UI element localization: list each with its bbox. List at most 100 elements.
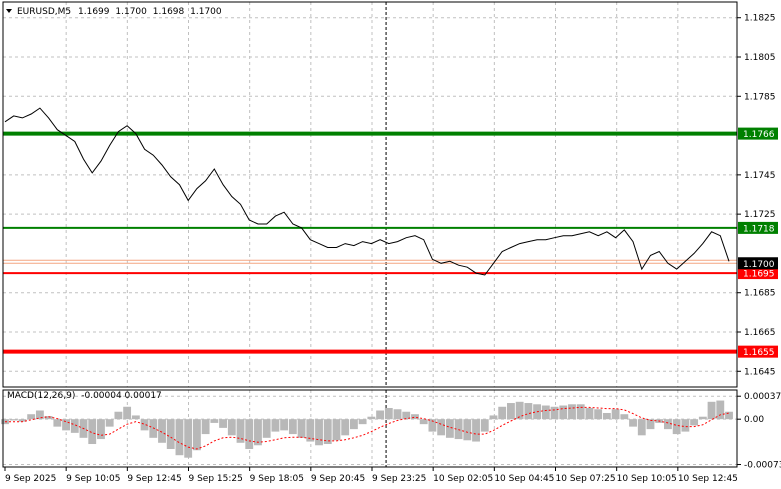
macd-bar bbox=[245, 419, 254, 449]
macd-bar bbox=[62, 419, 70, 431]
macd-bar bbox=[637, 419, 646, 436]
y-tick-label: 1.1665 bbox=[744, 328, 776, 338]
macd-values: -0.00004 0.00017 bbox=[81, 391, 162, 401]
macd-bar bbox=[402, 411, 411, 420]
macd-bar bbox=[454, 419, 463, 440]
macd-bar bbox=[472, 419, 480, 442]
macd-bar bbox=[192, 419, 201, 451]
macd-bar bbox=[690, 419, 699, 426]
macd-y-tick-label: -0.00073 bbox=[744, 461, 781, 471]
price-level-label: 1.1695 bbox=[743, 270, 775, 280]
axes: 9 Sep 2025 9 Sep 10:05 9 Sep 12:45 9 Sep 15… bbox=[4, 14, 781, 484]
x-tick-label: 9 Sep 12:45 bbox=[127, 474, 181, 484]
y-tick-label: 1.1685 bbox=[744, 289, 776, 299]
y-tick-label: 1.1805 bbox=[744, 53, 776, 63]
macd-bar bbox=[201, 419, 210, 435]
svg-text:MACD(12,26,9) -0.00004 0: MACD(12,26,9) -0.00004 0.00017 bbox=[7, 391, 162, 401]
macd-bar bbox=[559, 405, 568, 420]
price-level-label: 1.1766 bbox=[743, 130, 775, 140]
macd-bar bbox=[18, 419, 27, 422]
x-tick-label: 10 Sep 10:05 bbox=[617, 474, 677, 484]
price-level-tag bbox=[738, 127, 778, 140]
macd-bar bbox=[44, 416, 53, 420]
macd-bar bbox=[184, 419, 193, 458]
macd-bar bbox=[376, 410, 385, 420]
price-levels bbox=[3, 131, 737, 354]
macd-bar bbox=[27, 414, 36, 420]
macd-bar bbox=[262, 419, 271, 438]
macd-bar bbox=[445, 419, 454, 438]
x-tick-label: 9 Sep 18:05 bbox=[250, 474, 304, 484]
price-level-tag bbox=[738, 221, 778, 234]
x-tick-label: 9 Sep 10:05 bbox=[66, 474, 120, 484]
price-level-label: 1.1655 bbox=[743, 348, 775, 358]
macd-bar bbox=[411, 414, 419, 420]
macd-bar bbox=[332, 419, 341, 441]
macd-bar bbox=[140, 419, 149, 431]
macd-bar bbox=[576, 404, 585, 420]
macd-bar bbox=[105, 419, 114, 427]
low-value: 1.1698 bbox=[153, 7, 185, 17]
price-series bbox=[4, 107, 730, 276]
macd-bar bbox=[9, 419, 18, 421]
macd-bar bbox=[672, 419, 681, 435]
macd-y-tick-label: 0.00037 bbox=[744, 392, 781, 402]
x-tick-label: 9 Sep 23:25 bbox=[372, 474, 426, 484]
y-tick-label: 1.1825 bbox=[744, 14, 776, 24]
macd-bar bbox=[585, 408, 594, 420]
y-tick-label: 1.1645 bbox=[744, 367, 776, 377]
macd-bar bbox=[437, 419, 446, 436]
macd-bar bbox=[210, 419, 219, 423]
price-level-label: 1.1718 bbox=[743, 224, 775, 234]
macd-bar bbox=[515, 401, 524, 420]
macd-bar bbox=[498, 406, 507, 420]
y-tick-label: 1.1725 bbox=[744, 210, 776, 220]
current-price-tag bbox=[738, 257, 778, 270]
macd-bar bbox=[428, 419, 437, 432]
macd-indicator bbox=[1, 400, 733, 458]
macd-bar bbox=[288, 419, 297, 435]
macd-bar bbox=[271, 419, 280, 432]
y-tick-label: 1.1745 bbox=[744, 171, 776, 181]
indicator-pane-frame bbox=[2, 389, 738, 468]
x-tick-label: 10 Sep 07:25 bbox=[556, 474, 616, 484]
macd-bar bbox=[524, 403, 533, 420]
macd-bar bbox=[611, 409, 620, 420]
macd-bar bbox=[323, 419, 332, 445]
svg-text:EURUSD,M5 1.1699 1: EURUSD,M5 1.1699 1.1700 1.1698 1.1700 bbox=[17, 7, 222, 17]
macd-bar bbox=[419, 419, 428, 425]
macd-header: MACD(12,26,9) -0.00004 0.00017 bbox=[7, 391, 162, 401]
macd-bar bbox=[550, 406, 559, 420]
macd-bar bbox=[315, 419, 323, 446]
macd-bar bbox=[367, 416, 376, 420]
price-level-tag bbox=[738, 267, 778, 280]
price-level-tag bbox=[738, 345, 778, 358]
dropdown-triangle-icon[interactable] bbox=[6, 9, 12, 13]
macd-bar bbox=[602, 412, 611, 420]
macd-name: MACD(12,26,9) bbox=[7, 391, 75, 401]
macd-bar bbox=[341, 419, 350, 436]
macd-bar bbox=[568, 404, 576, 420]
high-value: 1.1700 bbox=[115, 7, 147, 17]
macd-bar bbox=[664, 419, 672, 430]
macd-bar bbox=[594, 409, 603, 420]
macd-bar bbox=[280, 419, 289, 431]
macd-bar bbox=[393, 409, 402, 420]
x-tick-label: 9 Sep 20:45 bbox=[311, 474, 365, 484]
macd-bar bbox=[158, 419, 166, 443]
macd-bar bbox=[463, 419, 472, 441]
macd-signal-line bbox=[5, 406, 730, 450]
x-tick-label: 9 Sep 15:25 bbox=[189, 474, 243, 484]
symbol-header: EURUSD,M5 1.1699 1.1700 1.1698 1.1700 bbox=[6, 7, 222, 17]
open-value: 1.1699 bbox=[78, 7, 110, 17]
macd-bar bbox=[175, 419, 184, 456]
x-tick-label: 10 Sep 02:05 bbox=[433, 474, 493, 484]
macd-bar bbox=[297, 419, 306, 438]
macd-bar bbox=[384, 408, 393, 420]
macd-bar bbox=[646, 419, 655, 430]
macd-bar bbox=[97, 419, 105, 440]
macd-bar bbox=[219, 419, 227, 428]
macd-bar bbox=[480, 419, 489, 432]
macd-bar bbox=[88, 419, 97, 445]
